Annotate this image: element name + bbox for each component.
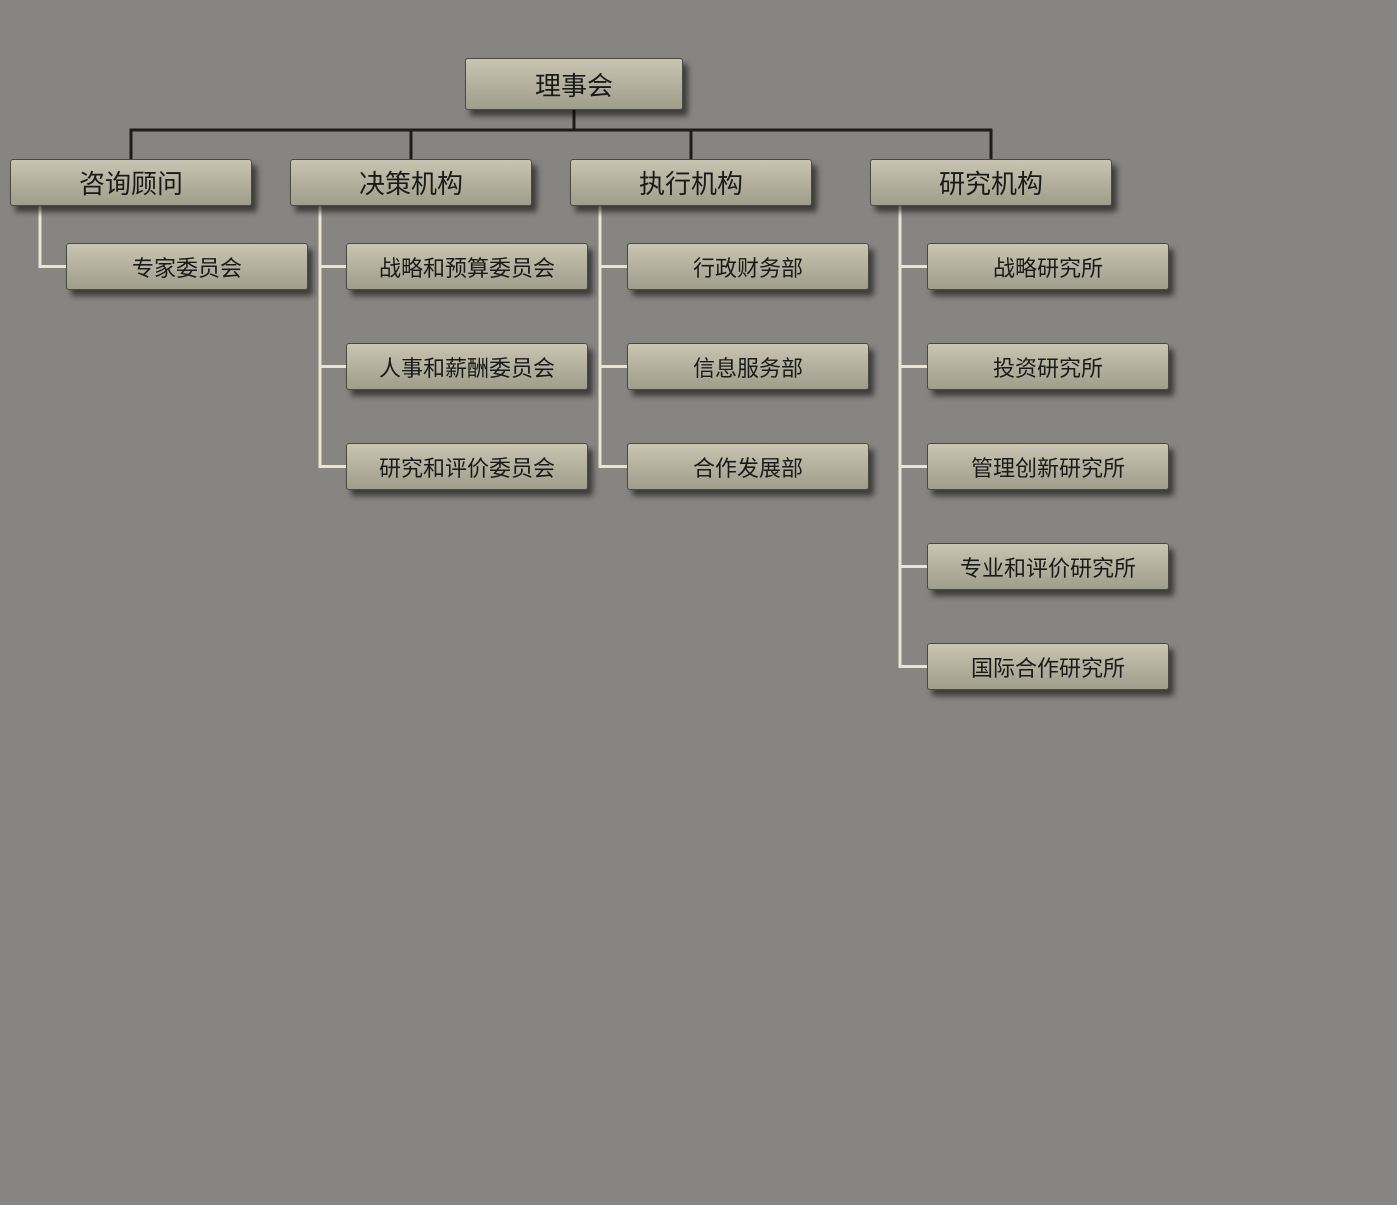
node-admin-finance: 行政财务部 xyxy=(627,243,869,290)
node-mgmt-innov-inst: 管理创新研究所 xyxy=(927,443,1169,490)
node-root-label: 理事会 xyxy=(535,66,613,103)
node-intl-coop-inst: 国际合作研究所 xyxy=(927,643,1169,690)
node-info-service: 信息服务部 xyxy=(627,343,869,390)
node-prof-eval-inst-label: 专业和评价研究所 xyxy=(960,551,1136,583)
node-exec: 执行机构 xyxy=(570,159,812,206)
node-hr-comp-label: 人事和薪酬委员会 xyxy=(379,351,555,383)
node-strategy-budget-label: 战略和预算委员会 xyxy=(379,251,555,283)
node-info-service-label: 信息服务部 xyxy=(693,351,803,383)
node-coop-dev-label: 合作发展部 xyxy=(693,451,803,483)
node-strategy-inst-label: 战略研究所 xyxy=(993,251,1103,283)
node-hr-comp: 人事和薪酬委员会 xyxy=(346,343,588,390)
node-decision-label: 决策机构 xyxy=(359,164,463,201)
node-invest-inst: 投资研究所 xyxy=(927,343,1169,390)
node-exec-label: 执行机构 xyxy=(639,164,743,201)
node-experts-label: 专家委员会 xyxy=(132,251,242,283)
node-root: 理事会 xyxy=(465,58,683,110)
node-decision: 决策机构 xyxy=(290,159,532,206)
org-chart: 理事会咨询顾问专家委员会 决策机构战略和预算委员会人事和薪酬委员会研究和评价委员会… xyxy=(0,0,1397,1205)
node-consult-label: 咨询顾问 xyxy=(79,164,183,201)
node-mgmt-innov-inst-label: 管理创新研究所 xyxy=(971,451,1125,483)
node-strategy-budget: 战略和预算委员会 xyxy=(346,243,588,290)
node-coop-dev: 合作发展部 xyxy=(627,443,869,490)
node-experts: 专家委员会 xyxy=(66,243,308,290)
node-research-eval: 研究和评价委员会 xyxy=(346,443,588,490)
node-research-label: 研究机构 xyxy=(939,164,1043,201)
node-strategy-inst: 战略研究所 xyxy=(927,243,1169,290)
node-research: 研究机构 xyxy=(870,159,1112,206)
node-invest-inst-label: 投资研究所 xyxy=(993,351,1103,383)
node-consult: 咨询顾问 xyxy=(10,159,252,206)
node-admin-finance-label: 行政财务部 xyxy=(693,251,803,283)
node-prof-eval-inst: 专业和评价研究所 xyxy=(927,543,1169,590)
node-research-eval-label: 研究和评价委员会 xyxy=(379,451,555,483)
node-intl-coop-inst-label: 国际合作研究所 xyxy=(971,651,1125,683)
